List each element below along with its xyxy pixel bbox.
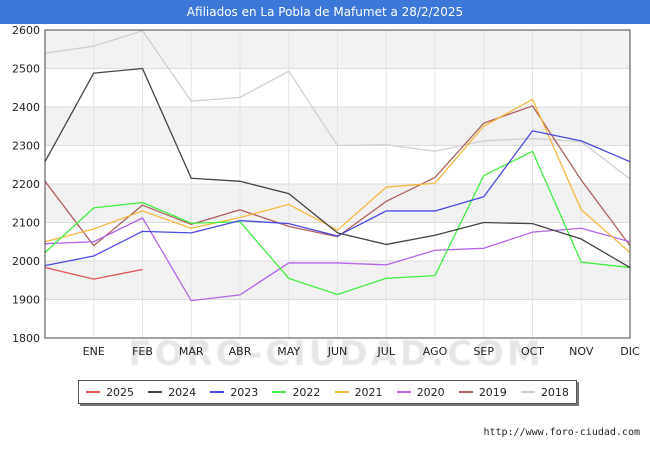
series-line-2019 — [44, 105, 631, 247]
y-axis: 1800 1900 2000 2100 2200 2300 2400 2500 2600 — [12, 24, 40, 345]
x-tick-label: MAR — [179, 345, 204, 358]
x-axis: ENE FEB MAR ABR MAY JUN JUL AGO SEP OCT NOV DIC — [83, 345, 640, 358]
legend-label: 2019 — [478, 385, 507, 399]
chart-title: Afiliados en La Pobla de Mafumet a 28/2/… — [0, 0, 650, 24]
legend-label: 2021 — [354, 385, 383, 399]
legend-swatch — [458, 391, 473, 393]
legend-swatch — [272, 391, 287, 393]
y-tick-label: 1900 — [12, 294, 40, 307]
legend-label: 2024 — [168, 385, 197, 399]
series-line-2021 — [44, 98, 631, 254]
x-tick-label: JUL — [377, 345, 396, 358]
legend-swatch — [86, 391, 101, 393]
legend: 2025 2024 2023 2022 2021 2020 2019 2018 — [78, 380, 577, 404]
legend-label: 2022 — [292, 385, 321, 399]
plot-frame — [44, 29, 631, 339]
legend-swatch — [520, 391, 535, 393]
watermark: FORO-CIUDAD.COM — [128, 334, 544, 374]
legend-label: 2018 — [540, 385, 569, 399]
series-lines — [44, 30, 631, 302]
y-tick-label: 2200 — [12, 178, 40, 191]
series-line-2025 — [44, 266, 143, 280]
series-line-2022 — [44, 150, 631, 296]
legend-item-2022: 2022 — [272, 386, 320, 399]
series-line-2018 — [44, 30, 631, 180]
series-line-2024 — [44, 67, 631, 269]
x-tick-label: OCT — [521, 345, 544, 358]
series-line-2020 — [44, 217, 631, 302]
x-tick-label: ENE — [83, 345, 105, 358]
x-tick-label: ABR — [229, 345, 252, 358]
legend-swatch — [334, 391, 349, 393]
x-tick-label: NOV — [569, 345, 594, 358]
x-tick-label: SEP — [473, 345, 494, 358]
y-tick-label: 2600 — [12, 24, 40, 37]
legend-swatch — [210, 391, 225, 393]
legend-label: 2025 — [106, 385, 135, 399]
x-tick-label: MAY — [277, 345, 300, 358]
legend-item-2019: 2019 — [458, 385, 507, 399]
y-tick-label: 2000 — [12, 255, 40, 268]
legend-item-2021: 2021 — [334, 385, 383, 399]
x-tick-label: DIC — [620, 345, 640, 358]
legend-swatch — [148, 391, 163, 393]
y-tick-label: 2100 — [12, 217, 40, 230]
series-line-2023 — [44, 130, 631, 267]
legend-item-2020: 2020 — [396, 385, 445, 399]
legend-item-2018: 2018 — [520, 385, 569, 399]
legend-swatch — [396, 391, 411, 393]
y-tick-label: 2300 — [12, 140, 40, 153]
legend-item-2024: 2024 — [148, 386, 196, 399]
x-tick-label: JUN — [327, 345, 348, 358]
legend-label: 2023 — [230, 385, 259, 399]
y-tick-label: 2500 — [12, 63, 40, 76]
legend-item-2025: 2025 — [86, 386, 134, 399]
y-tick-label: 2400 — [12, 101, 40, 114]
x-tick-label: FEB — [132, 345, 153, 358]
source-url: http://www.foro-ciudad.com — [483, 427, 640, 438]
y-tick-label: 1800 — [12, 332, 40, 345]
legend-label: 2020 — [416, 385, 445, 399]
legend-item-2023: 2023 — [210, 386, 258, 399]
x-tick-label: AGO — [423, 345, 448, 358]
